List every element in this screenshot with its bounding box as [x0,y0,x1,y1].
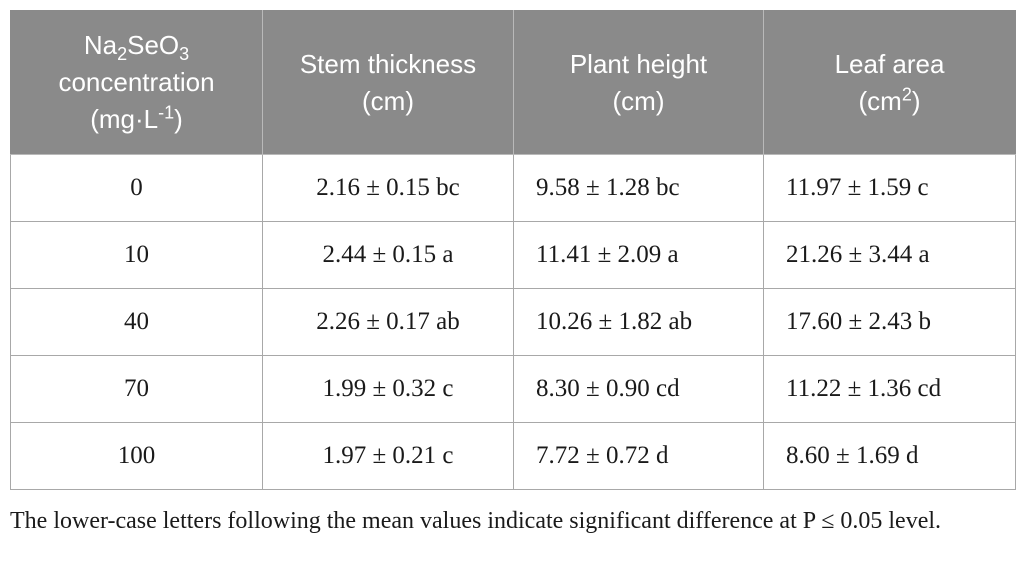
cell-concentration: 100 [10,422,263,490]
table-footnote: The lower-case letters following the mea… [10,508,942,534]
header-plant-height: Plant height (cm) [513,10,764,155]
cell-leaf-area: 11.22 ± 1.36 cd [763,355,1016,423]
cell-leaf-area: 11.97 ± 1.59 c [763,154,1016,222]
table-row: 0 2.16 ± 0.15 bc 9.58 ± 1.28 bc 11.97 ± … [10,154,1016,222]
cell-plant-height: 9.58 ± 1.28 bc [513,154,764,222]
cell-concentration: 70 [10,355,263,423]
table-row: 10 2.44 ± 0.15 a 11.41 ± 2.09 a 21.26 ± … [10,221,1016,289]
cell-stem-thickness: 2.16 ± 0.15 bc [262,154,514,222]
cell-leaf-area: 17.60 ± 2.43 b [763,288,1016,356]
cell-stem-thickness: 1.97 ± 0.21 c [262,422,514,490]
header-stem-thickness: Stem thickness (cm) [262,10,514,155]
header-concentration-label: concentration [58,67,215,97]
table-row: 100 1.97 ± 0.21 c 7.72 ± 0.72 d 8.60 ± 1… [10,422,1016,490]
cell-concentration: 10 [10,221,263,289]
header-stem-label: Stem thickness [299,48,477,79]
cell-concentration: 0 [10,154,263,222]
table-row: 40 2.26 ± 0.17 ab 10.26 ± 1.82 ab 17.60 … [10,288,1016,356]
cell-stem-thickness: 1.99 ± 0.32 c [262,355,514,423]
cell-plant-height: 8.30 ± 0.90 cd [513,355,764,423]
cell-plant-height: 7.72 ± 0.72 d [513,422,764,490]
header-leaf-area: Leaf area (cm2) [763,10,1016,155]
header-leaf-unit: (cm2) [858,83,921,116]
header-concentration: Na2SeO3 concentration (mg·L-1) [10,10,263,155]
cell-stem-thickness: 2.26 ± 0.17 ab [262,288,514,356]
cell-leaf-area: 21.26 ± 3.44 a [763,221,1016,289]
header-concentration-formula: Na2SeO3 [83,30,190,65]
cell-plant-height: 10.26 ± 1.82 ab [513,288,764,356]
cell-concentration: 40 [10,288,263,356]
header-height-label: Plant height [569,48,708,79]
cell-leaf-area: 8.60 ± 1.69 d [763,422,1016,490]
header-stem-unit: (cm) [362,85,414,116]
header-leaf-label: Leaf area [834,48,945,79]
table-header-row: Na2SeO3 concentration (mg·L-1) Stem thic… [10,10,1016,155]
header-height-unit: (cm) [612,85,665,116]
results-table: Na2SeO3 concentration (mg·L-1) Stem thic… [10,10,1016,490]
results-table-container: Na2SeO3 concentration (mg·L-1) Stem thic… [10,10,1016,490]
table-row: 70 1.99 ± 0.32 c 8.30 ± 0.90 cd 11.22 ± … [10,355,1016,423]
header-concentration-unit: (mg·L-1) [90,102,183,134]
cell-plant-height: 11.41 ± 2.09 a [513,221,764,289]
cell-stem-thickness: 2.44 ± 0.15 a [262,221,514,289]
